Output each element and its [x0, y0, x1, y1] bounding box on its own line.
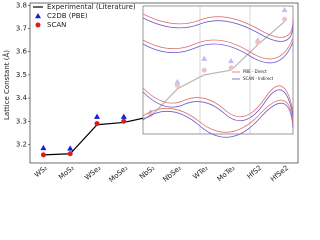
circle-marker: [67, 151, 73, 157]
x-tick-label: WSe₂: [83, 164, 102, 182]
axes-frame: [29, 2, 299, 164]
y-tick-label: 3.4: [16, 94, 28, 102]
y-tick-label: 3.3: [16, 117, 27, 125]
x-tick-label: WS₂: [33, 164, 49, 179]
inset-legend-label: PBE - Direct: [243, 69, 267, 74]
y-tick-label: 3.2: [16, 140, 27, 148]
y-tick-label: 3.6: [16, 48, 28, 56]
x-tick-label: MoSe₂: [107, 164, 129, 182]
x-tick-label: HfSe2: [269, 164, 290, 182]
y-tick-label: 3.5: [16, 71, 27, 79]
x-tick-label: HfS2: [245, 164, 263, 181]
y-tick-label: 3.7: [16, 25, 27, 33]
inset-legend-label: SCAN - Indirect: [243, 76, 274, 81]
triangle-marker: [67, 145, 74, 151]
legend-label: SCAN: [47, 21, 66, 29]
triangle-marker: [94, 113, 100, 119]
x-tick-label: MoS₂: [57, 164, 76, 182]
legend-swatch: [35, 13, 41, 19]
chart: 3.2 3.3 3.4 3.5 3.6 3.7 3.8 WS₂ MoS₂ WSe₂ MoSe₂ NbS…: [2, 1, 299, 182]
triangle-marker: [120, 113, 127, 119]
legend-label: Experimental (Literature): [47, 3, 136, 11]
triangle-marker: [40, 144, 47, 151]
legend-label: C2DB (PBE): [47, 12, 88, 20]
x-tick-label: WTe₂: [192, 164, 210, 181]
x-tick-label: NbS₂: [138, 164, 156, 181]
inset-frame: [142, 5, 294, 135]
y-axis-label: Lattice Constant (Å): [2, 50, 11, 120]
inset-legend: PBE - Direct SCAN - Indirect: [232, 69, 274, 81]
inset-bands: [142, 6, 294, 138]
x-tick-label: NbSe₂: [162, 164, 184, 182]
x-tick-label: MoTe₂: [216, 164, 237, 182]
circle-marker: [40, 152, 46, 158]
y-tick-label: 3.8: [16, 1, 27, 9]
circle-marker: [121, 118, 127, 124]
inset-band-structure: PBE - Direct SCAN - Indirect: [142, 5, 294, 138]
circle-marker: [94, 121, 100, 127]
legend-swatch: [35, 22, 41, 28]
